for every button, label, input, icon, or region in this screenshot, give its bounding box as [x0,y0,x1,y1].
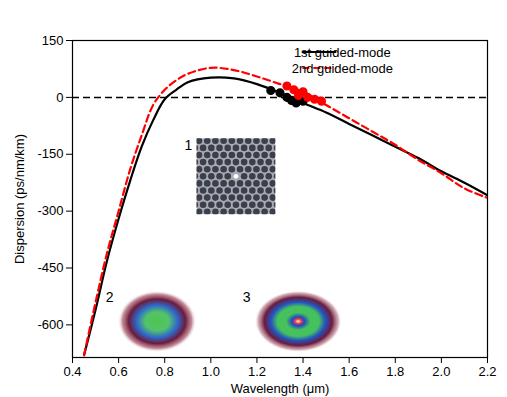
svg-text:Wavelength (μm): Wavelength (μm) [231,381,330,396]
svg-text:1.0: 1.0 [202,364,220,379]
svg-text:1: 1 [185,137,193,153]
svg-text:0.6: 0.6 [110,364,128,379]
svg-text:Dispersion (ps/nm/km): Dispersion (ps/nm/km) [12,134,27,264]
svg-text:1.8: 1.8 [386,364,404,379]
svg-text:1.6: 1.6 [340,364,358,379]
svg-text:-300: -300 [37,203,63,218]
svg-text:-450: -450 [37,260,63,275]
svg-text:1st guided-mode: 1st guided-mode [294,45,391,60]
svg-text:2.0: 2.0 [432,364,450,379]
svg-text:2nd guided-mode: 2nd guided-mode [292,61,393,76]
svg-text:2.2: 2.2 [478,364,496,379]
svg-text:2: 2 [106,289,114,305]
svg-text:1.4: 1.4 [294,364,312,379]
svg-text:0.8: 0.8 [156,364,174,379]
svg-text:0: 0 [56,90,63,105]
svg-text:0.4: 0.4 [63,364,81,379]
svg-text:-600: -600 [37,317,63,332]
svg-text:3: 3 [243,289,251,305]
svg-text:1.2: 1.2 [248,364,266,379]
svg-text:150: 150 [42,33,64,48]
svg-text:-150: -150 [37,146,63,161]
